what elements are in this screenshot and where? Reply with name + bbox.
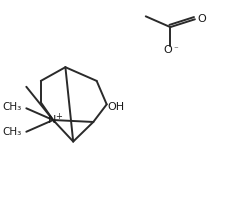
Text: CH₃: CH₃ — [2, 102, 21, 112]
Text: O: O — [163, 45, 172, 55]
Text: O: O — [198, 14, 206, 24]
Text: +: + — [55, 112, 62, 121]
Text: CH₃: CH₃ — [2, 127, 21, 137]
Text: ⁻: ⁻ — [174, 46, 178, 55]
Text: N: N — [48, 115, 56, 125]
Text: OH: OH — [107, 102, 124, 112]
